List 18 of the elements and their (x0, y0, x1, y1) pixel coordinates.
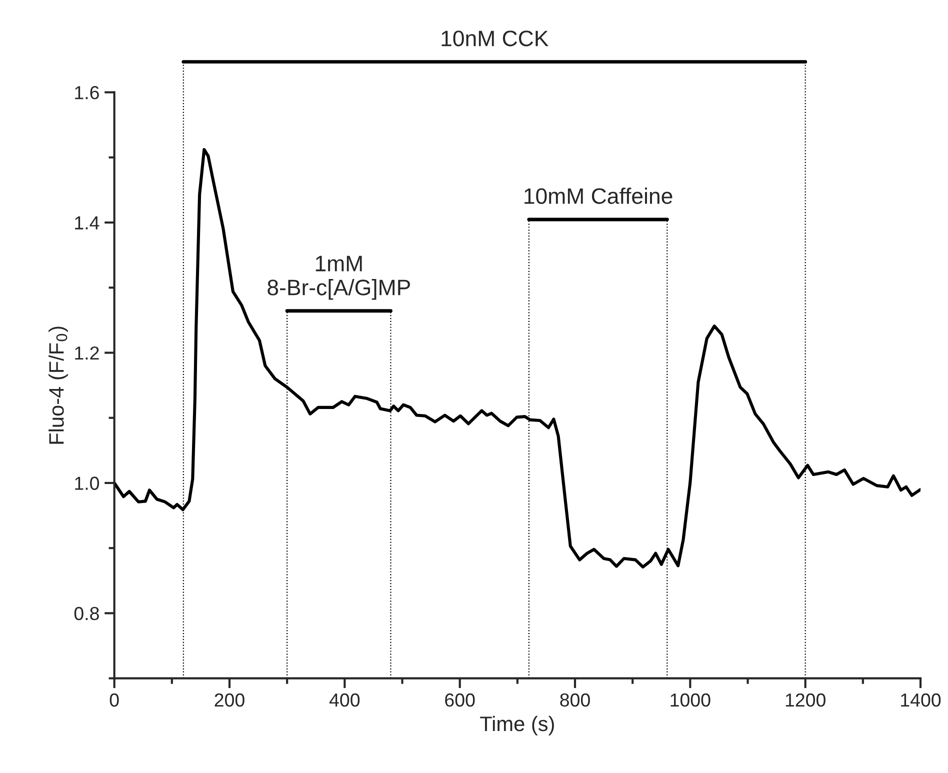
y-tick-label: 1.0 (75, 476, 100, 490)
y-tick-label: 0.8 (74, 606, 99, 620)
y-tick-label: 1.2 (75, 346, 99, 360)
x-axis-title: Time (s) (480, 716, 554, 736)
x-tick-label: 1400 (901, 693, 941, 707)
x-tick-label: 800 (560, 693, 590, 707)
annotation: 10mM Caffeine (524, 188, 672, 204)
text: 10nM CCK (442, 30, 548, 46)
y-axis-title: Fluo-4 (F/F$_{0}$) (48, 326, 68, 444)
x-tick-label: 200 (214, 693, 244, 707)
y-tick-label: 1.6 (75, 86, 99, 100)
x-tick-label: 1000 (670, 693, 710, 707)
y-tick-label: 1.4 (75, 216, 100, 230)
x-tick-label: 600 (445, 693, 475, 707)
x-tick-label: 400 (329, 693, 360, 707)
x-tick-label: 0 (110, 693, 119, 707)
x-tick-label: 1200 (786, 693, 826, 707)
annotation: 1mM 8-Br-c[A/G]MP (268, 256, 410, 300)
